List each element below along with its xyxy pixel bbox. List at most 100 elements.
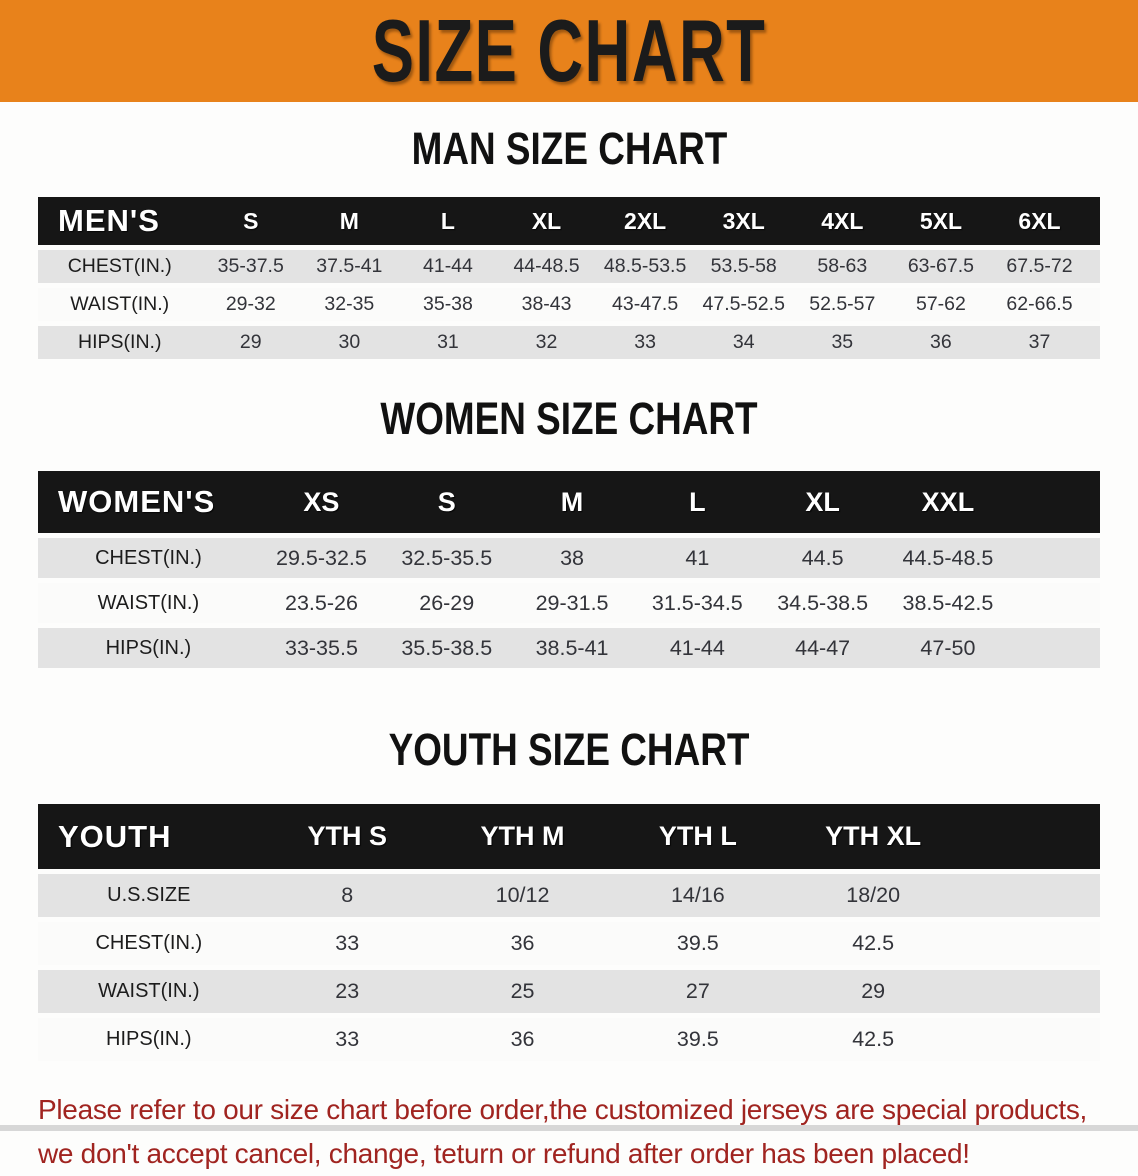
men-header-label: MEN'S (38, 197, 202, 245)
men-column-header: 4XL (793, 197, 892, 245)
youth-column-header: YTH L (610, 804, 786, 869)
size-chart-banner: SIZE CHART (0, 0, 1138, 102)
women-row-label: WAIST(IN.) (38, 583, 259, 623)
youth-cell: 42.5 (785, 922, 961, 965)
youth-header-label: YOUTH (38, 804, 260, 869)
women-cell: 47-50 (885, 628, 1011, 668)
men-row-label: HIPS(IN.) (38, 326, 202, 359)
banner-title: SIZE CHART (371, 1, 767, 100)
men-cell: 36 (891, 326, 991, 359)
women-cell: 41-44 (634, 628, 760, 668)
men-column-header: M (300, 197, 399, 245)
men-cell: 35 (793, 326, 892, 359)
men-cell: 32 (497, 326, 596, 359)
youth-row-label: WAIST(IN.) (38, 970, 260, 1013)
men-cell: 41-44 (398, 250, 498, 283)
women-cell: 31.5-34.5 (634, 583, 760, 623)
youth-cell: 25 (434, 970, 611, 1013)
women-column-header: XS (258, 471, 385, 533)
men-cell: 63-67.5 (891, 250, 991, 283)
men-cell: 37.5-41 (300, 250, 399, 283)
men-row-label: WAIST(IN.) (38, 288, 202, 321)
men-column-header: 5XL (891, 197, 991, 245)
youth-cell: 14/16 (610, 874, 786, 917)
women-cell: 38 (509, 538, 635, 578)
youth-header-spacer (960, 804, 1100, 869)
men-column-header: 3XL (694, 197, 794, 245)
section-youth: YOUTH SIZE CHART YOUTH YTH S YTH M YTH L YTH … (0, 727, 1138, 1066)
men-row-spacer (1088, 326, 1100, 359)
men-column-header: L (398, 197, 498, 245)
men-column-header: 2XL (595, 197, 695, 245)
men-row-spacer (1088, 250, 1100, 283)
women-column-header: XXL (885, 471, 1011, 533)
footer-disclaimer: Please refer to our size chart before or… (38, 1088, 1102, 1176)
women-column-header: L (634, 471, 760, 533)
youth-column-header: YTH XL (785, 804, 961, 869)
men-section-heading: MAN SIZE CHART (0, 126, 1138, 172)
men-cell: 35-37.5 (201, 250, 301, 283)
men-header-spacer (1088, 197, 1100, 245)
section-men: MAN SIZE CHART MEN'S S M L XL 2XL 3XL 4XL 5XL 6XL C… (0, 126, 1138, 364)
youth-column-header: YTH S (259, 804, 435, 869)
women-column-header: XL (759, 471, 886, 533)
women-cell: 38.5-42.5 (885, 583, 1011, 623)
men-row-spacer (1088, 288, 1100, 321)
women-cell: 35.5-38.5 (384, 628, 510, 668)
men-cell: 35-38 (398, 288, 498, 321)
men-cell: 52.5-57 (793, 288, 892, 321)
youth-cell: 42.5 (785, 1018, 961, 1061)
footer-line-2: we don't accept cancel, change, teturn o… (38, 1138, 970, 1169)
men-cell: 57-62 (891, 288, 991, 321)
youth-cell: 23 (259, 970, 435, 1013)
youth-cell: 27 (610, 970, 786, 1013)
women-cell: 34.5-38.5 (759, 583, 886, 623)
youth-cell: 39.5 (610, 1018, 786, 1061)
youth-cell: 36 (434, 922, 611, 965)
youth-cell: 36 (434, 1018, 611, 1061)
youth-row-spacer (960, 1018, 1100, 1061)
section-women: WOMEN SIZE CHART WOMEN'S XS S M L XL XXL CHEST(I… (0, 396, 1138, 673)
youth-row-u-s-size: U.S.SIZE 8 10/12 14/16 18/20 (38, 874, 1100, 917)
women-section-heading-text: WOMEN SIZE CHART (380, 393, 758, 444)
youth-row-spacer (960, 922, 1100, 965)
youth-row-spacer (960, 874, 1100, 917)
youth-cell: 10/12 (434, 874, 611, 917)
women-header-label: WOMEN'S (38, 471, 259, 533)
men-cell: 44-48.5 (497, 250, 596, 283)
youth-cell: 33 (259, 922, 435, 965)
men-cell: 33 (595, 326, 695, 359)
women-row-waist-in: WAIST(IN.) 23.5-26 26-29 29-31.5 31.5-34.5 34… (38, 583, 1100, 623)
women-row-label: CHEST(IN.) (38, 538, 259, 578)
footer-line-1: Please refer to our size chart before or… (38, 1094, 1088, 1125)
men-cell: 32-35 (300, 288, 399, 321)
youth-cell: 29 (785, 970, 961, 1013)
youth-row-label: HIPS(IN.) (38, 1018, 260, 1061)
men-cell: 30 (300, 326, 399, 359)
men-size-table: MEN'S S M L XL 2XL 3XL 4XL 5XL 6XL CHEST(IN.) 35-37… (38, 192, 1100, 364)
women-row-chest-in: CHEST(IN.) 29.5-32.5 32.5-35.5 38 41 44.5 44.5… (38, 538, 1100, 578)
women-row-spacer (1010, 628, 1100, 668)
women-row-spacer (1010, 538, 1100, 578)
women-cell: 29.5-32.5 (258, 538, 385, 578)
women-section-heading: WOMEN SIZE CHART (0, 396, 1138, 442)
men-row-waist-in: WAIST(IN.) 29-32 32-35 35-38 38-43 43-47.5 47.… (38, 288, 1100, 321)
youth-row-label: CHEST(IN.) (38, 922, 260, 965)
bottom-divider (0, 1125, 1138, 1131)
men-row-hips-in: HIPS(IN.) 29 30 31 32 33 34 35 36 37 (38, 326, 1100, 359)
women-cell: 32.5-35.5 (384, 538, 510, 578)
women-cell: 41 (634, 538, 760, 578)
men-cell: 38-43 (497, 288, 596, 321)
men-cell: 43-47.5 (595, 288, 695, 321)
youth-row-chest-in: CHEST(IN.) 33 36 39.5 42.5 (38, 922, 1100, 965)
youth-row-waist-in: WAIST(IN.) 23 25 27 29 (38, 970, 1100, 1013)
women-header-spacer (1010, 471, 1100, 533)
youth-row-label: U.S.SIZE (38, 874, 260, 917)
men-cell: 67.5-72 (990, 250, 1089, 283)
men-column-header: XL (497, 197, 596, 245)
women-cell: 33-35.5 (258, 628, 385, 668)
youth-row-hips-in: HIPS(IN.) 33 36 39.5 42.5 (38, 1018, 1100, 1061)
women-row-spacer (1010, 583, 1100, 623)
youth-section-heading: YOUTH SIZE CHART (0, 727, 1138, 773)
youth-row-spacer (960, 970, 1100, 1013)
